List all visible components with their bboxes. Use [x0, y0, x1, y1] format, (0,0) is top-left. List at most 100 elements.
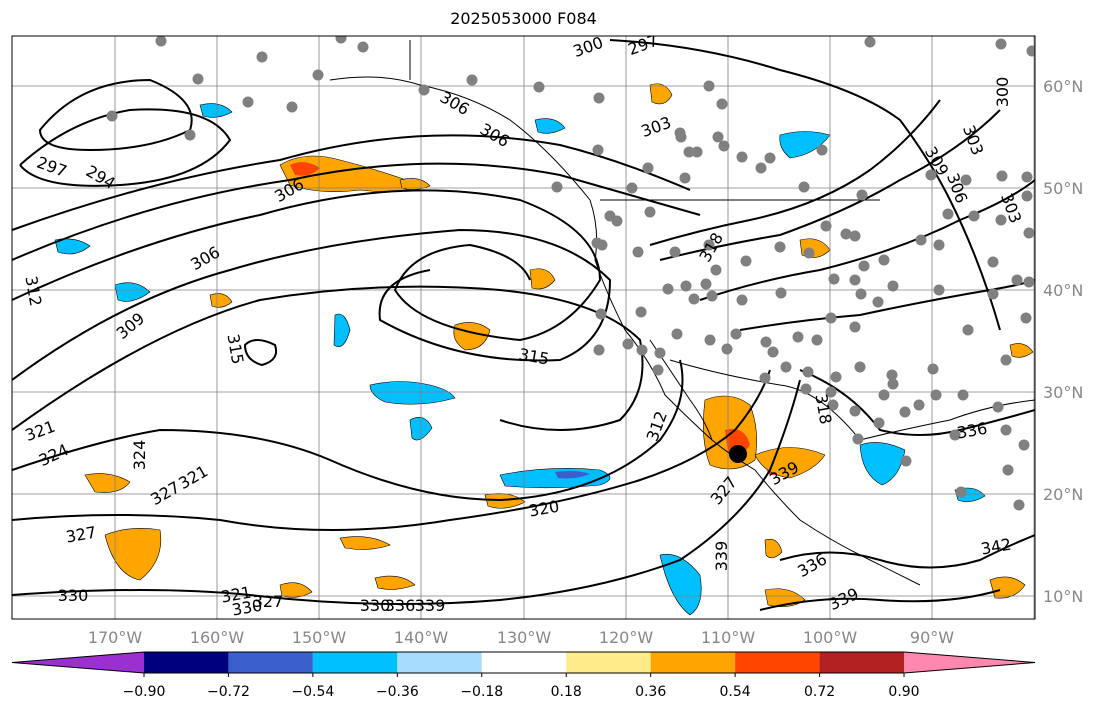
station-marker — [816, 144, 828, 156]
station-marker — [551, 181, 563, 193]
contour-line — [243, 339, 278, 367]
station-marker — [593, 344, 605, 356]
longitude-label: 150°W — [292, 628, 347, 647]
station-marker — [962, 324, 974, 336]
station-marker — [730, 328, 742, 340]
station-marker — [700, 278, 712, 290]
station-marker — [820, 220, 832, 232]
longitude-label: 170°W — [88, 628, 143, 647]
contour-label: 300 — [993, 77, 1012, 108]
contour-line — [649, 99, 941, 246]
station-marker — [872, 296, 884, 308]
station-marker — [995, 38, 1007, 50]
station-marker — [925, 169, 937, 181]
station-marker — [992, 401, 1004, 413]
station-marker — [712, 131, 724, 143]
station-marker — [704, 334, 716, 346]
station-marker — [933, 284, 945, 296]
anomaly-region-negative — [114, 282, 151, 302]
anomaly-region-negative — [859, 442, 906, 486]
station-marker — [736, 151, 748, 163]
colorbar-segment — [650, 652, 736, 673]
anomaly-region-positive — [209, 293, 233, 308]
station-marker — [775, 287, 787, 299]
station-marker — [1002, 464, 1014, 476]
station-marker — [900, 455, 912, 467]
station-marker — [1018, 439, 1030, 451]
station-marker — [949, 429, 961, 441]
coastline — [859, 399, 1035, 441]
colorbar-extension-max — [904, 652, 1035, 673]
station-marker — [675, 131, 687, 143]
contour-line — [12, 359, 684, 502]
station-marker — [873, 417, 885, 429]
station-marker — [593, 92, 605, 104]
station-marker — [1020, 312, 1032, 324]
map-title: 2025053000 F084 — [450, 9, 597, 28]
station-marker — [1021, 190, 1033, 202]
colorbar-segment — [566, 652, 651, 673]
station-marker — [706, 290, 718, 302]
anomaly-region-positive — [1009, 343, 1034, 358]
colorbar-extension-min — [12, 652, 144, 673]
colorbar-tick-label: −0.18 — [460, 684, 503, 700]
station-marker — [716, 98, 728, 110]
station-marker — [995, 214, 1007, 226]
anomaly-region-negative — [659, 553, 702, 616]
station-marker — [854, 361, 866, 373]
station-marker — [184, 129, 196, 141]
station-marker — [592, 144, 604, 156]
anomaly-region-positive — [279, 582, 313, 598]
station-marker — [710, 264, 722, 276]
station-marker — [721, 343, 733, 355]
station-marker — [1026, 45, 1035, 57]
station-marker — [849, 321, 861, 333]
station-marker — [736, 294, 748, 306]
station-marker — [887, 378, 899, 390]
station-marker — [798, 181, 810, 193]
contour-line — [759, 589, 1001, 611]
station-marker — [899, 406, 911, 418]
anomaly-region-positive — [529, 268, 556, 290]
station-marker — [636, 344, 648, 356]
colorbar-tick-label: 0.18 — [551, 684, 582, 700]
station-marker — [626, 182, 638, 194]
station-marker — [800, 383, 812, 395]
station-marker — [930, 389, 942, 401]
station-marker — [718, 140, 730, 152]
station-marker — [533, 81, 545, 93]
station-marker — [927, 363, 939, 375]
anomaly-region-positive — [649, 83, 673, 105]
colorbar-tick-label: 0.36 — [635, 684, 666, 700]
anomaly-region-positive — [374, 575, 416, 590]
country-border — [669, 359, 861, 441]
station-marker — [679, 172, 691, 184]
contour-line — [739, 279, 1035, 331]
storm-center-marker — [729, 445, 747, 463]
colorbar-tick-label: 0.54 — [720, 684, 751, 700]
colorbar-tick-label: −0.36 — [376, 684, 419, 700]
colorbar-tick-label: −0.90 — [123, 684, 166, 700]
station-marker — [596, 239, 608, 251]
contour-label: 330 — [230, 596, 263, 620]
longitude-label: 140°W — [394, 628, 449, 647]
station-marker — [802, 366, 814, 378]
station-marker — [662, 283, 674, 295]
station-marker — [968, 210, 980, 222]
contour-line — [19, 108, 232, 187]
station-marker — [955, 486, 967, 498]
station-marker — [466, 74, 478, 86]
map-background — [12, 36, 1035, 619]
contour-label: 330 — [360, 596, 391, 615]
station-marker — [740, 255, 752, 267]
station-marker — [652, 364, 664, 376]
station-marker — [764, 152, 776, 164]
station-marker — [849, 405, 861, 417]
station-marker — [1021, 171, 1033, 183]
station-marker — [256, 51, 268, 63]
station-marker — [913, 399, 925, 411]
station-marker — [774, 241, 786, 253]
station-marker — [680, 280, 692, 292]
station-marker — [312, 69, 324, 81]
